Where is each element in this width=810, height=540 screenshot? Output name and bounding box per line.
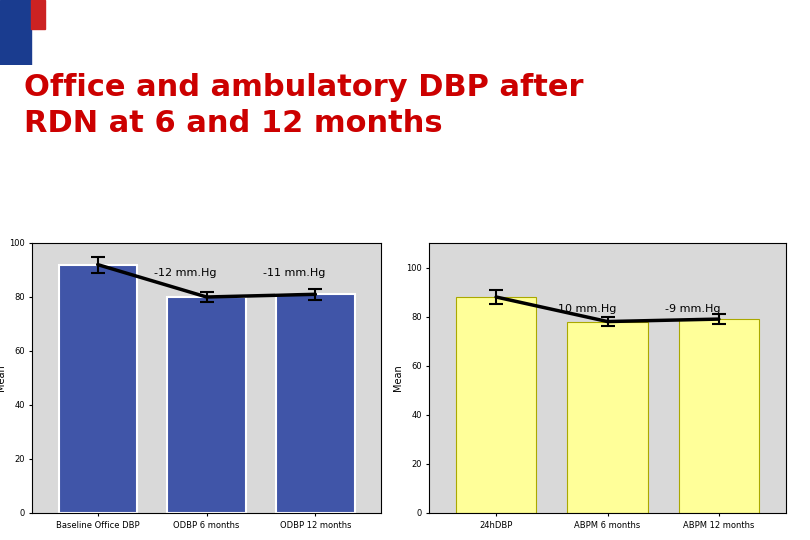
Text: -12 mm.Hg: -12 mm.Hg (154, 268, 217, 278)
Bar (456, 297, 536, 513)
Text: -9 mm.Hg: -9 mm.Hg (665, 304, 721, 314)
Bar (58, 265, 137, 513)
Bar (679, 319, 759, 513)
Text: -10 mm.Hg: -10 mm.Hg (554, 304, 616, 314)
Y-axis label: Mean: Mean (393, 364, 403, 391)
Bar (567, 321, 648, 513)
Text: Office and ambulatory DBP after
RDN at 6 and 12 months: Office and ambulatory DBP after RDN at 6… (24, 73, 584, 138)
Bar (31, 0, 45, 29)
Bar (168, 297, 245, 513)
Bar (276, 294, 355, 513)
Text: -11 mm.Hg: -11 mm.Hg (263, 268, 326, 278)
Bar (0, 0, 31, 65)
Y-axis label: Mean: Mean (0, 364, 6, 391)
